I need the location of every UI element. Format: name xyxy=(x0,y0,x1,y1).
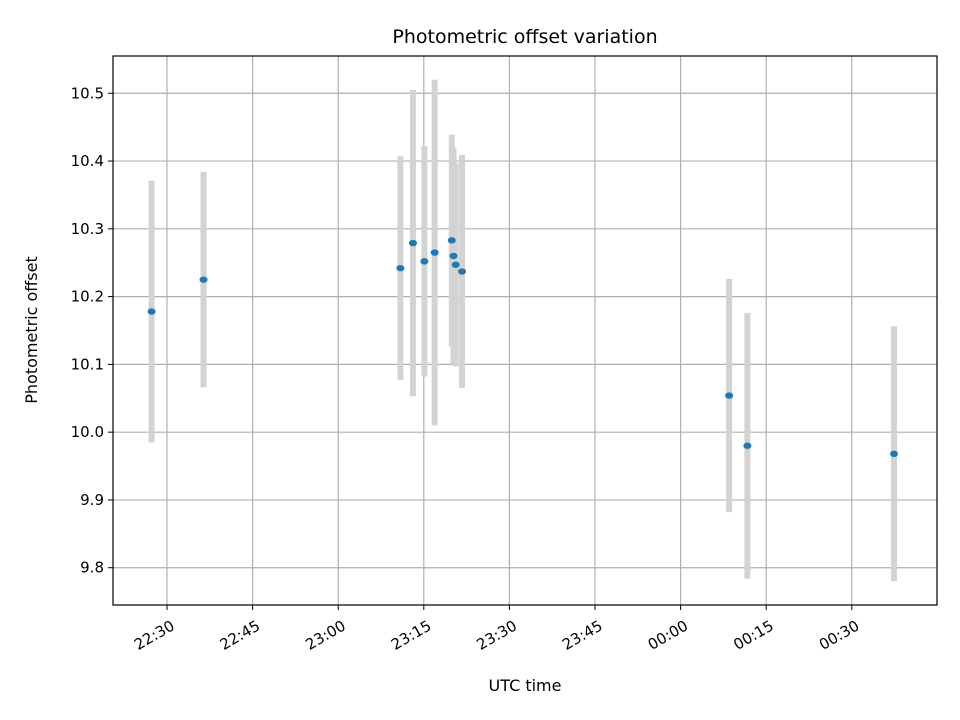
data-point xyxy=(447,237,456,244)
data-point xyxy=(199,276,208,283)
data-point xyxy=(396,264,405,272)
plot-frame xyxy=(112,55,938,606)
data-point xyxy=(725,392,734,399)
data-point xyxy=(147,308,156,315)
y-tick-label: 10.4 xyxy=(71,152,104,170)
data-point xyxy=(458,268,467,275)
data-point xyxy=(420,258,429,265)
data-point xyxy=(449,252,458,260)
data-point xyxy=(890,450,899,458)
y-tick-label: 10.3 xyxy=(71,220,104,238)
grid xyxy=(113,56,937,605)
data-point xyxy=(743,442,752,449)
x-axis-label: UTC time xyxy=(489,676,562,695)
y-axis-ticks: 9.8 9.9 10.0 10.1 10.2 10.3 10.4 10.5 xyxy=(71,84,113,577)
y-tick-label: 9.9 xyxy=(80,491,104,509)
plot-area xyxy=(113,56,937,605)
y-tick-label: 9.8 xyxy=(80,559,104,577)
data-points xyxy=(147,237,899,458)
y-tick-label: 10.0 xyxy=(71,423,104,441)
chart-title: Photometric offset variation xyxy=(392,26,657,48)
data-point xyxy=(430,249,439,256)
y-tick-label: 10.2 xyxy=(71,288,104,306)
data-point xyxy=(408,239,417,247)
y-tick-label: 10.1 xyxy=(71,355,104,373)
data-point xyxy=(451,261,460,268)
y-tick-label: 10.5 xyxy=(71,84,104,102)
y-axis-label: Photometric offset xyxy=(22,256,41,404)
